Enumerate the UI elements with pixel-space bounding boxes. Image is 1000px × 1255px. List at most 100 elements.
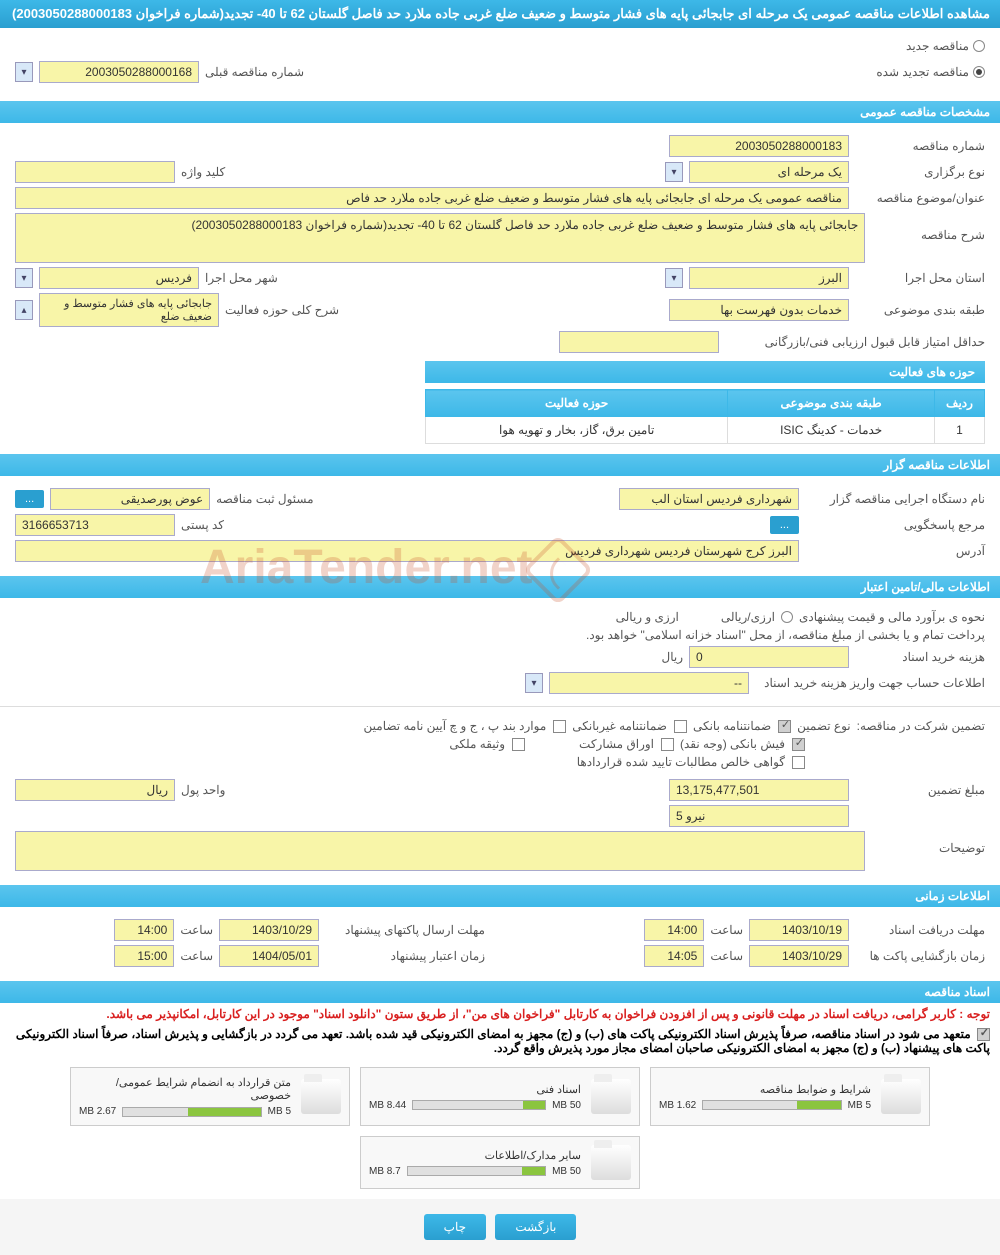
- field-postal: 3166653713: [15, 514, 175, 536]
- page-title: مشاهده اطلاعات مناقصه عمومی یک مرحله ای …: [0, 0, 1000, 28]
- lbl-g1: ضمانتنامه بانکی: [693, 719, 771, 733]
- docs-note-1: توجه : کاربر گرامی، دریافت اسناد در مهلت…: [0, 1003, 1000, 1025]
- chk-g7[interactable]: [792, 756, 805, 769]
- doc-max: 5 MB: [848, 1100, 871, 1111]
- chk-commitment[interactable]: [977, 1028, 990, 1041]
- field-activity-desc: جابجائی پایه های فشار متوسط و ضعیف ضلع: [39, 293, 219, 327]
- type-dropdown-icon[interactable]: ▾: [665, 162, 683, 182]
- field-responsible: عوض پورصدیقی: [50, 488, 210, 510]
- radio-renewed-tender[interactable]: [973, 66, 985, 78]
- label-guarantee-type: نوع تضمین: [797, 719, 850, 733]
- label-validity-time: ساعت: [180, 949, 213, 963]
- label-keyword: کلید واژه: [181, 165, 225, 179]
- chk-g1[interactable]: [778, 720, 791, 733]
- prev-number-dropdown-icon[interactable]: ▾: [15, 62, 33, 82]
- label-submit: مهلت ارسال پاکتهای پیشنهاد: [325, 923, 485, 937]
- field-city: فردیس: [39, 267, 199, 289]
- account-dropdown-icon[interactable]: ▾: [525, 673, 543, 693]
- folder-icon: [881, 1079, 921, 1114]
- radio-new-tender[interactable]: [973, 40, 985, 52]
- label-guarantee-intro: تضمین شرکت در مناقصه:: [857, 719, 985, 733]
- lbl-g4: فیش بانکی (وجه نقد): [680, 737, 785, 751]
- label-activity-desc: شرح کلی حوزه فعالیت: [225, 303, 339, 317]
- field-submit-time: 14:00: [114, 919, 174, 941]
- field-keyword[interactable]: [15, 161, 175, 183]
- field-province: البرز: [689, 267, 849, 289]
- label-account: اطلاعات حساب جهت واریز هزینه خرید اسناد: [755, 676, 985, 690]
- progress-bar: [122, 1107, 261, 1117]
- lbl-g7: گواهی خالص مطالبات تایید شده قراردادها: [577, 755, 785, 769]
- treasury-note: پرداخت تمام و یا بخشی از مبلغ مناقصه، از…: [586, 628, 985, 642]
- label-org: نام دستگاه اجرایی مناقصه گزار: [805, 492, 985, 506]
- back-button[interactable]: بازگشت: [495, 1214, 576, 1240]
- label-subject: عنوان/موضوع مناقصه: [855, 191, 985, 205]
- label-currency-both: ارزی و ریالی: [616, 610, 679, 624]
- activity-table-title: حوزه های فعالیت: [425, 361, 985, 383]
- doc-card[interactable]: سایر مدارک/اطلاعات 50 MB 8.7 MB: [360, 1136, 640, 1189]
- chk-g6[interactable]: [512, 738, 525, 751]
- field-notes[interactable]: [15, 831, 865, 871]
- activity-dropdown-icon[interactable]: ▴: [15, 300, 33, 320]
- chk-g2[interactable]: [674, 720, 687, 733]
- label-receive-time: ساعت: [710, 923, 743, 937]
- field-subject: مناقصه عمومی یک مرحله ای جابجائی پایه ها…: [15, 187, 849, 209]
- lbl-g2: ضمانتنامه غیربانکی: [572, 719, 667, 733]
- label-tender-number: شماره مناقصه: [855, 139, 985, 153]
- label-open: زمان بازگشایی پاکت ها: [855, 949, 985, 963]
- label-unit: واحد پول: [181, 783, 225, 797]
- label-renewed-tender: مناقصه تجدید شده: [876, 65, 969, 79]
- doc-size: 2.67 MB: [79, 1106, 116, 1117]
- table-row: 1خدمات - کدینگ ISICتامین برق، گاز، بخار …: [426, 417, 985, 444]
- field-prev-number: 2003050288000168: [39, 61, 199, 83]
- field-open-time: 14:05: [644, 945, 704, 967]
- col-activity: حوزه فعالیت: [426, 390, 728, 417]
- city-dropdown-icon[interactable]: ▾: [15, 268, 33, 288]
- label-desc: شرح مناقصه: [871, 213, 985, 242]
- section-financial: اطلاعات مالی/تامین اعتبار: [0, 574, 1000, 598]
- label-submit-time: ساعت: [180, 923, 213, 937]
- contact-more-button[interactable]: ...: [770, 516, 799, 534]
- field-receive-date: 1403/10/19: [749, 919, 849, 941]
- section-docs: اسناد مناقصه: [0, 979, 1000, 1003]
- section-general: مشخصات مناقصه عمومی: [0, 99, 1000, 123]
- docs-note-2: متعهد می شود در اسناد مناقصه، صرفاً پذیر…: [0, 1025, 1000, 1057]
- label-currency-rial: ارزی/ریالی: [721, 610, 775, 624]
- doc-size: 8.7 MB: [369, 1166, 401, 1177]
- label-responsible: مسئول ثبت مناقصه: [216, 492, 313, 506]
- responsible-more-button[interactable]: ...: [15, 490, 44, 508]
- label-receive: مهلت دریافت اسناد: [855, 923, 985, 937]
- doc-title: سایر مدارک/اطلاعات: [369, 1149, 581, 1162]
- doc-size: 8.44 MB: [369, 1100, 406, 1111]
- chk-g4[interactable]: [792, 738, 805, 751]
- doc-card[interactable]: متن قرارداد به انضمام شرایط عمومی/خصوصی5…: [70, 1067, 350, 1126]
- chk-g5[interactable]: [661, 738, 674, 751]
- lbl-g6: وثیقه ملکی: [449, 737, 505, 751]
- province-dropdown-icon[interactable]: ▾: [665, 268, 683, 288]
- doc-max: 50 MB: [552, 1100, 581, 1111]
- doc-size: 1.62 MB: [659, 1100, 696, 1111]
- radio-currency-rial[interactable]: [781, 611, 793, 623]
- label-open-time: ساعت: [710, 949, 743, 963]
- field-min-score[interactable]: [559, 331, 719, 353]
- doc-max: 50 MB: [552, 1166, 581, 1177]
- chk-g3[interactable]: [553, 720, 566, 733]
- field-address: البرز کرج شهرستان فردیس شهرداری فردیس: [15, 540, 799, 562]
- label-province: استان محل اجرا: [855, 271, 985, 285]
- field-receive-time: 14:00: [644, 919, 704, 941]
- field-category: خدمات بدون فهرست بها: [669, 299, 849, 321]
- field-unit: ریال: [15, 779, 175, 801]
- doc-card[interactable]: شرایط و ضوابط مناقصه 5 MB 1.62 MB: [650, 1067, 930, 1126]
- label-type: نوع برگزاری: [855, 165, 985, 179]
- label-postal: کد پستی: [181, 518, 224, 532]
- print-button[interactable]: چاپ: [424, 1214, 486, 1240]
- label-city: شهر محل اجرا: [205, 271, 278, 285]
- doc-card[interactable]: اسناد فنی50 MB8.44 MB: [360, 1067, 640, 1126]
- field-validity-date: 1404/05/01: [219, 945, 319, 967]
- doc-title: شرایط و ضوابط مناقصه: [659, 1083, 871, 1096]
- field-doc-fee: 0: [689, 646, 849, 668]
- label-estimate: نحوه ی برآورد مالی و قیمت پیشنهادی: [799, 610, 985, 624]
- col-category: طبقه بندی موضوعی: [728, 390, 935, 417]
- field-niroo: 5 نیرو: [669, 805, 849, 827]
- col-row: ردیف: [935, 390, 985, 417]
- label-address: آدرس: [805, 544, 985, 558]
